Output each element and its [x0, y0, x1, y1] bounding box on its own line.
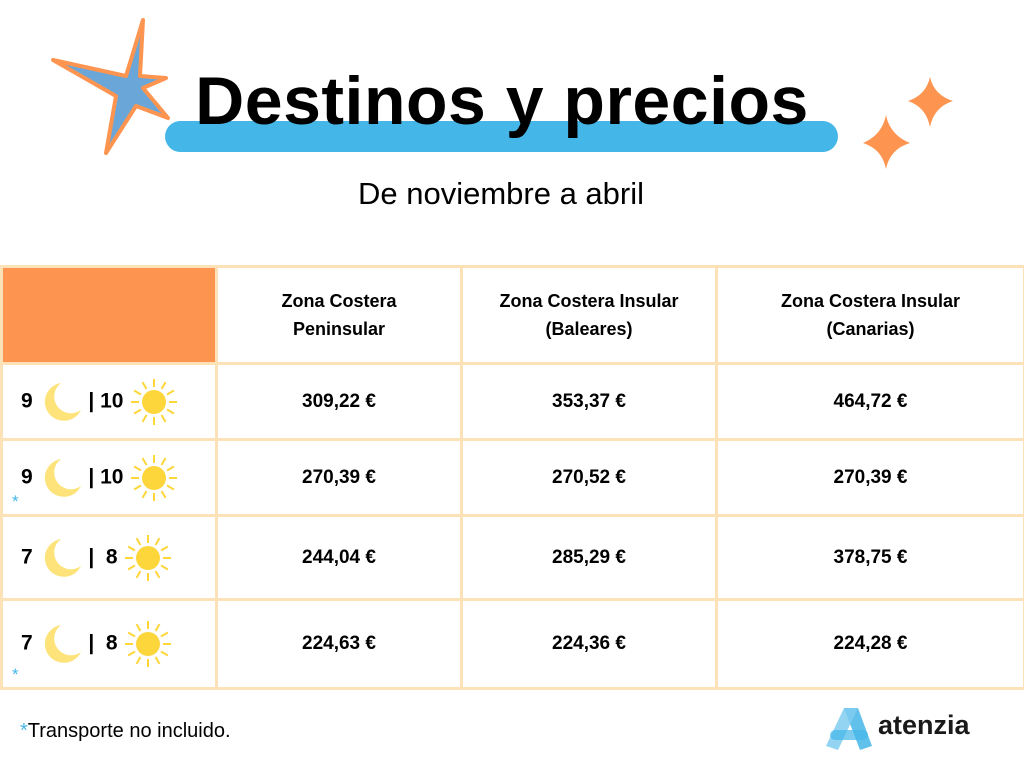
days: | 10 — [88, 389, 124, 413]
column-header-line: (Canarias) — [826, 319, 915, 339]
moon-icon — [44, 458, 81, 497]
logo-icon — [826, 708, 872, 750]
price: 285,29 € — [460, 514, 718, 601]
logo: atenzia — [878, 710, 970, 740]
sun-icon — [125, 621, 172, 667]
days: | 10 — [88, 465, 124, 489]
sparkles — [863, 77, 953, 169]
column-header: Zona Costera Insular (Baleares) — [460, 265, 718, 365]
price: 309,22 € — [215, 362, 463, 441]
column-header-line: Peninsular — [292, 319, 386, 339]
stay-cell: 9 | 10 — [0, 362, 218, 441]
stay-cell: 7 | 8 * — [0, 598, 218, 690]
price-row: 7 | 8 244,04 €285,29 €378,75 € — [0, 514, 1024, 601]
footnote: *Transporte no incluido. — [20, 720, 231, 743]
nights: 9 — [21, 389, 33, 413]
price: 224,63 € — [215, 598, 463, 690]
row-note: * — [12, 665, 19, 684]
footnote-text: Transporte no incluido. — [27, 720, 231, 742]
starfish — [51, 18, 170, 155]
price: 244,04 € — [215, 514, 463, 601]
days: | 8 — [88, 545, 118, 569]
price-row: 7 | 8 * 224,63 €224,36 €224,28 € — [0, 598, 1024, 690]
price: 270,52 € — [460, 438, 718, 517]
price-table: Zona Costera Peninsular Zona Costera Insul… — [0, 265, 1024, 690]
moon-icon — [44, 382, 81, 421]
moon-icon — [44, 625, 81, 663]
sun-icon — [125, 534, 172, 581]
price: 353,37 € — [460, 362, 718, 441]
column-header: Zona Costera Peninsular — [215, 265, 463, 365]
price: 224,36 € — [460, 598, 718, 690]
nights: 7 — [21, 631, 33, 655]
column-header-line: Zona Costera Insular — [499, 291, 679, 311]
stay-cell: 7 | 8 — [0, 514, 218, 601]
column-header-line: Zona Costera — [281, 291, 397, 311]
title: Destinos y precios — [195, 63, 809, 139]
column-header: Zona Costera Insular (Canarias) — [715, 265, 1024, 365]
stay-cell: 9 | 10 * — [0, 438, 218, 517]
nights: 7 — [21, 545, 33, 569]
column-header-line: Zona Costera Insular — [780, 291, 961, 311]
price: 224,28 € — [715, 598, 1024, 690]
sun-icon — [131, 454, 178, 501]
subtitle: De noviembre a abril — [357, 176, 645, 211]
moon-icon — [44, 538, 81, 577]
days: | 8 — [88, 631, 118, 655]
nights: 9 — [21, 465, 33, 489]
corner-cell — [0, 265, 218, 365]
column-header-line: (Baleares) — [545, 319, 633, 339]
row-note: * — [12, 492, 19, 511]
price: 378,75 € — [715, 514, 1024, 601]
price: 270,39 € — [715, 438, 1024, 517]
price-row: 9 | 10 309,22 €353,37 €464,72 € — [0, 362, 1024, 441]
header-row: Zona Costera Peninsular Zona Costera Insul… — [0, 265, 1024, 365]
sun-icon — [131, 378, 178, 425]
price-row: 9 | 10 * 270,39 €270,52 €270,39 € — [0, 438, 1024, 517]
footnote-mark: * — [20, 720, 28, 742]
price: 464,72 € — [715, 362, 1024, 441]
price: 270,39 € — [215, 438, 463, 517]
title-bar — [165, 121, 838, 152]
